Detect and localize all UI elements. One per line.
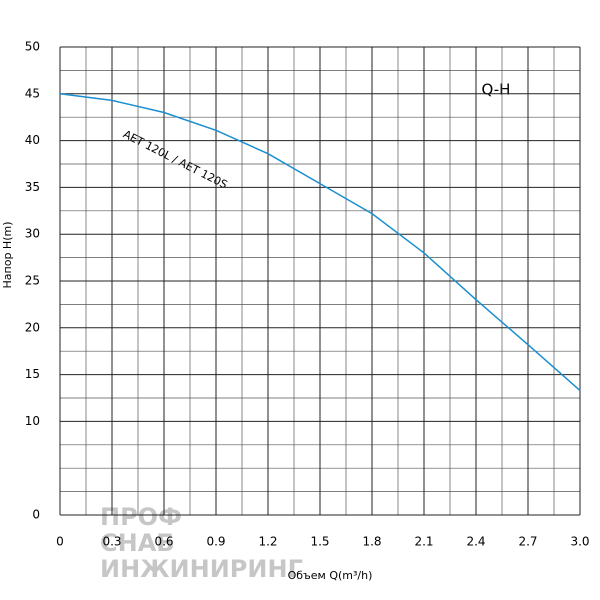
y-tick-label: 45 — [25, 86, 40, 100]
x-axis-title: Объем Q(m³/h) — [288, 569, 373, 582]
y-tick-label: 20 — [25, 320, 40, 334]
watermark-text: ПРОФ — [100, 503, 182, 531]
y-tick-label: 0 — [32, 508, 40, 522]
y-tick-label: 35 — [25, 180, 40, 194]
y-tick-label: 25 — [25, 274, 40, 288]
x-tick-label: 0.3 — [102, 535, 121, 549]
x-tick-label: 3.0 — [570, 535, 589, 549]
x-tick-label: 1.5 — [310, 535, 329, 549]
x-tick-label: 0.9 — [206, 535, 225, 549]
x-tick-label: 1.2 — [258, 535, 277, 549]
x-tick-label: 2.7 — [518, 535, 537, 549]
x-tick-label: 0 — [56, 535, 64, 549]
watermark-text: ИНЖИНИРИНГ — [100, 555, 303, 583]
x-tick-label: 2.1 — [414, 535, 433, 549]
y-tick-label: 40 — [25, 133, 40, 147]
curve — [59, 93, 581, 392]
watermark-text: СНАБ — [100, 529, 175, 557]
annotation: AET 120L / AET 120S — [121, 128, 230, 192]
watermark: ПРОФ СНАБ ИНЖИНИРИНГ — [100, 503, 303, 583]
y-tick-label: 30 — [25, 227, 40, 241]
y-tick-label: 50 — [25, 40, 40, 54]
annotation: Q-H — [482, 81, 511, 99]
x-tick-label: 2.4 — [466, 535, 485, 549]
y-axis-title: Напор H(m) — [1, 222, 14, 289]
x-tick-label: 1.8 — [362, 535, 381, 549]
y-tick-label: 10 — [25, 414, 40, 428]
y-tick-label: 15 — [25, 367, 40, 381]
x-tick-label: 0.6 — [154, 535, 173, 549]
